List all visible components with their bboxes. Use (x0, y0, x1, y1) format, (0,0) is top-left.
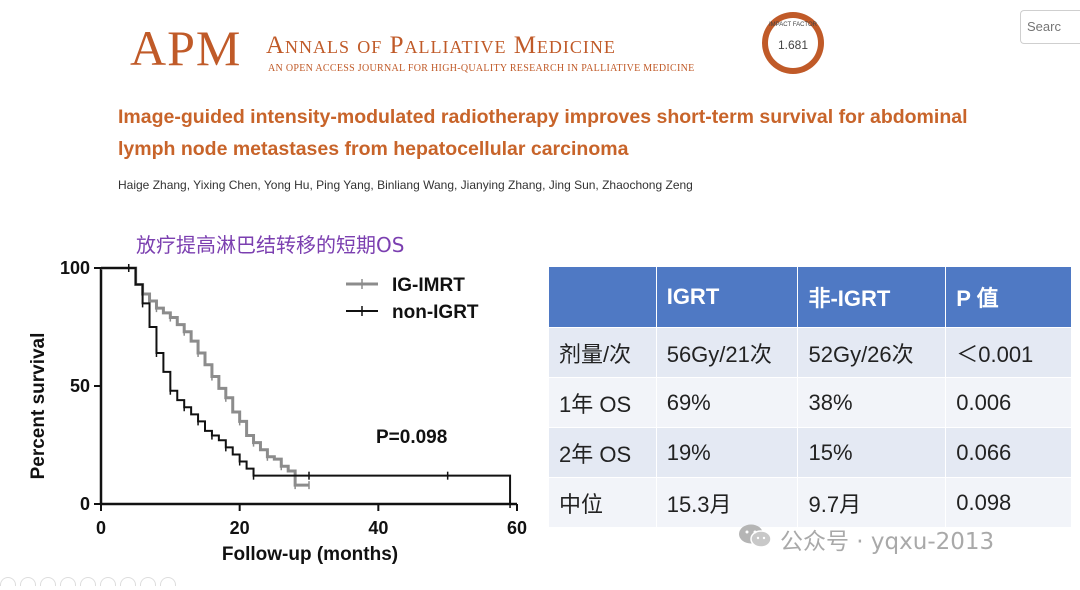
chart-legend: IG-IMRT non-IGRT (346, 275, 479, 323)
legend-label: IG-IMRT (392, 275, 465, 296)
table-row: 剂量/次 56Gy/21次 52Gy/26次 ＜0.001 (548, 327, 1072, 378)
table-row: 中位 15.3月 9.7月 0.098 (548, 477, 1072, 528)
table-cell: 中位 (548, 477, 657, 528)
table-cell: 56Gy/21次 (655, 327, 799, 378)
table-cell: 52Gy/26次 (797, 327, 947, 378)
watermark-text: 公众号 · yqxu-2013 (780, 529, 995, 555)
table-cell: 0.066 (945, 427, 1072, 478)
slide-dot (160, 577, 176, 586)
wechat-icon (739, 524, 772, 548)
x-tick-label: 0 (96, 518, 106, 538)
y-tick-label: 100 (60, 258, 90, 278)
chart-curves (101, 264, 512, 508)
search-input[interactable] (1021, 11, 1080, 41)
slide-dot (80, 577, 96, 586)
legend-label: non-IGRT (392, 302, 479, 323)
table-cell: 剂量/次 (548, 327, 657, 378)
x-tick-label: 20 (230, 518, 250, 538)
survival-chart: 0 20 40 60 0 50 100 IG-IMRT non-IGRT Percent su… (28, 258, 527, 565)
table-cell: 15.3月 (655, 477, 799, 528)
table-header-row: IGRT 非-IGRT P 值 (548, 266, 1072, 328)
chart-axes: 0 20 40 60 0 50 100 (60, 258, 527, 538)
search-box[interactable] (1020, 10, 1080, 44)
y-axis-label: Percent survival (28, 333, 49, 480)
x-axis-label: Follow-up (months) (222, 544, 398, 565)
impact-factor-badge-inner: IMPACT FACTOR 1.681 (768, 18, 818, 68)
table-header-cell: 非-IGRT (797, 266, 947, 328)
table-cell: 15% (797, 427, 947, 478)
table-row: 2年 OS 19% 15% 0.066 (548, 427, 1072, 478)
slide-dot (20, 577, 36, 586)
journal-name: Annals of Palliative Medicine (266, 32, 616, 59)
journal-subtitle: AN OPEN ACCESS JOURNAL FOR HIGH-QUALITY … (268, 63, 695, 74)
paper-title: Image-guided intensity-modulated radioth… (118, 106, 968, 160)
table-cell: 38% (797, 377, 947, 428)
table-cell: 2年 OS (548, 427, 657, 478)
slide-dot (120, 577, 136, 586)
y-tick-label: 0 (80, 494, 90, 514)
p-value-annotation: P=0.098 (376, 427, 447, 448)
author-list: Haige Zhang, Yixing Chen, Yong Hu, Ping … (118, 178, 693, 192)
table-cell: ＜0.001 (945, 327, 1072, 378)
slide-dots (0, 571, 180, 586)
table-header-cell (548, 266, 657, 328)
table-cell: 19% (655, 427, 799, 478)
table-header-cell: IGRT (655, 266, 799, 328)
slide-dot (60, 577, 76, 586)
impact-factor-label: IMPACT FACTOR (768, 22, 817, 28)
impact-factor-value: 1.681 (777, 38, 809, 52)
slide-dot (0, 577, 16, 586)
slide-dot (140, 577, 156, 586)
slide-dot (100, 577, 116, 586)
slide-heading: 放疗提高淋巴结转移的短期OS (136, 233, 405, 257)
comparison-table: IGRT 非-IGRT P 值剂量/次 56Gy/21次 52Gy/26次 ＜0.001 1… (548, 266, 1072, 528)
table-header-cell: P 值 (945, 266, 1072, 328)
apm-logo: APM (130, 20, 242, 76)
table-cell: 0.098 (945, 477, 1072, 528)
table-cell: 1年 OS (548, 377, 657, 428)
table-cell: 0.006 (945, 377, 1072, 428)
x-tick-label: 40 (368, 518, 388, 538)
y-tick-label: 50 (70, 376, 90, 396)
survival-curve-ig-imrt (101, 266, 309, 487)
table-cell: 9.7月 (797, 477, 947, 528)
table-cell: 69% (655, 377, 799, 428)
x-tick-label: 60 (507, 518, 527, 538)
slide-dot (40, 577, 56, 586)
table-row: 1年 OS 69% 38% 0.006 (548, 377, 1072, 428)
